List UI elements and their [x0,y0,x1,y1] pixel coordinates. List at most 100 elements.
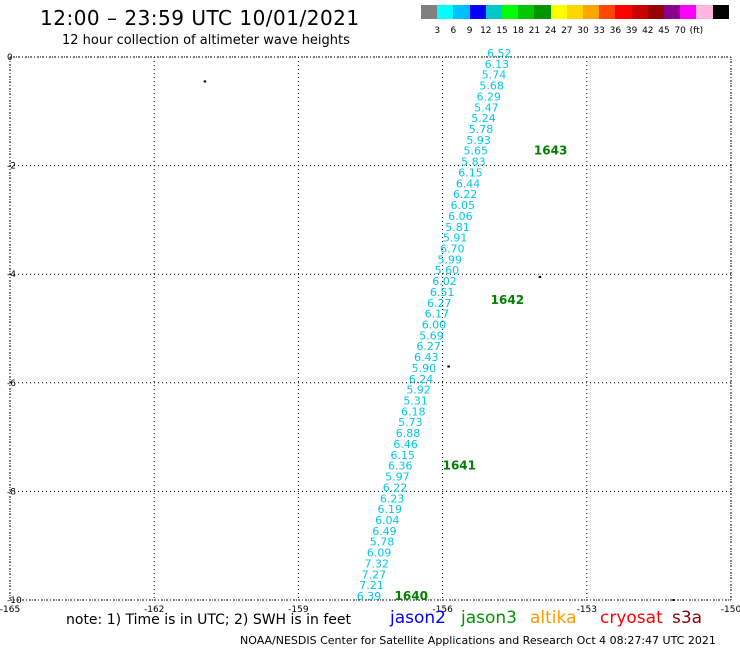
satellite-legend-jason2: jason2 [390,608,446,628]
colorbar-swatch [566,5,583,19]
swh-reading: 5.31 [403,395,428,408]
swh-reading: 6.49 [372,525,397,538]
x-tick-label: -153 [577,605,597,615]
colorbar-swatch [550,5,567,19]
swh-reading: 6.39 [357,590,382,603]
page-title: 12:00 – 23:59 UTC 10/01/2021 [40,6,360,30]
swh-reading: 7.27 [362,568,387,581]
x-tick-label: -150 [721,605,740,615]
data-speck [538,275,542,278]
swh-reading: 6.15 [458,166,483,179]
colorbar-swatch [631,5,648,19]
swh-reading: 6.17 [425,308,450,321]
swh-reading: 5.69 [419,329,444,342]
colorbar-label: 18 [512,26,524,36]
colorbar-label: 42 [642,26,654,36]
swh-reading: 6.23 [380,492,405,505]
swh-reading: 5.78 [370,536,395,549]
swh-reading: 6.44 [456,177,481,190]
swh-reading: 5.24 [471,112,496,125]
y-tick-label: -4 [7,270,16,280]
colorbar-swatch [615,5,632,19]
y-tick-label: 0 [7,53,13,63]
x-tick-label: -165 [0,605,20,615]
swh-reading: 6.19 [377,503,402,516]
swh-reading: 5.68 [479,80,504,93]
colorbar-swatch [502,5,519,19]
swh-reading: 6.22 [453,188,478,201]
time-label: 1640 [395,589,428,603]
swh-reading: 6.04 [375,514,400,527]
swh-reading: 6.27 [427,297,452,310]
swh-reading: 6.29 [476,90,501,103]
data-speck [672,599,675,601]
colorbar-label: 45 [658,26,670,36]
colorbar-label: 39 [625,26,638,36]
swh-reading: 5.90 [412,362,437,375]
colorbar-label: 36 [609,26,622,36]
colorbar-label: 27 [561,26,573,36]
swh-reading: 5.93 [466,134,491,147]
colorbar-swatch [421,5,438,19]
swh-reading: 5.81 [445,221,470,234]
colorbar-swatch [485,5,502,19]
colorbar-label: 33 [593,26,605,36]
x-tick-label: -159 [288,605,309,615]
x-tick-label: -162 [144,605,164,615]
page-subtitle: 12 hour collection of altimeter wave hei… [62,33,350,48]
swh-reading: 5.65 [464,145,489,158]
swh-reading: 6.09 [367,547,392,560]
swh-reading: 5.99 [438,253,463,266]
colorbar-label: 30 [577,26,589,36]
swh-reading: 7.21 [359,579,384,592]
swh-reading: 5.78 [469,123,494,136]
swh-reading: 6.24 [409,373,434,386]
swh-reading: 5.83 [461,156,486,169]
swh-reading: 7.32 [364,557,389,570]
swh-reading: 6.43 [414,351,439,364]
colorbar-label: 70 [674,26,686,36]
swh-reading: 5.74 [482,69,507,82]
colorbar-label: 12 [480,26,492,36]
footnote: note: 1) Time is in UTC; 2) SWH is in fe… [66,612,352,628]
colorbar-swatch [534,5,551,19]
plot-frame [9,56,732,601]
swh-reading: 6.02 [432,275,457,288]
colorbar-swatch [712,5,729,19]
swh-reading: 6.27 [416,340,441,353]
colorbar-label: 24 [544,26,557,36]
colorbar-swatch [696,5,713,19]
time-label: 1641 [443,459,476,473]
swh-reading: 6.13 [485,58,510,71]
satellite-legend-altika: altika [530,608,577,628]
swh-reading: 6.18 [401,405,426,418]
colorbar-label: 9 [466,26,473,36]
colorbar-swatch [453,5,470,19]
colorbar-label: 21 [528,26,541,36]
colorbar-swatch [664,5,681,19]
y-tick-label: -6 [7,379,16,389]
swh-reading: 6.52 [487,47,512,60]
colorbar-label: (ft) [689,26,704,36]
credit-line: NOAA/NESDIS Center for Satellite Applica… [240,634,716,647]
y-tick-label: -10 [7,596,22,606]
swh-reading: 5.73 [398,416,423,429]
colorbar-label: 6 [450,26,457,36]
colorbar-swatch [647,5,664,19]
swh-reading: 5.92 [406,384,431,397]
y-tick-label: -8 [7,487,16,497]
colorbar-swatch [469,5,486,19]
satellite-legend-s3a: s3a [672,608,703,628]
time-label: 1643 [534,144,567,158]
colorbar-label: 15 [496,26,508,36]
data-speck [203,80,207,83]
swh-reading: 5.91 [443,232,468,245]
swh-reading: 6.00 [422,319,447,332]
colorbar-swatch [583,5,600,19]
swh-reading: 6.88 [396,427,421,440]
swh-reading: 5.47 [474,101,499,114]
swh-reading: 6.36 [388,460,413,473]
swh-reading: 6.22 [383,481,408,494]
satellite-legend-jason3: jason3 [461,608,517,628]
